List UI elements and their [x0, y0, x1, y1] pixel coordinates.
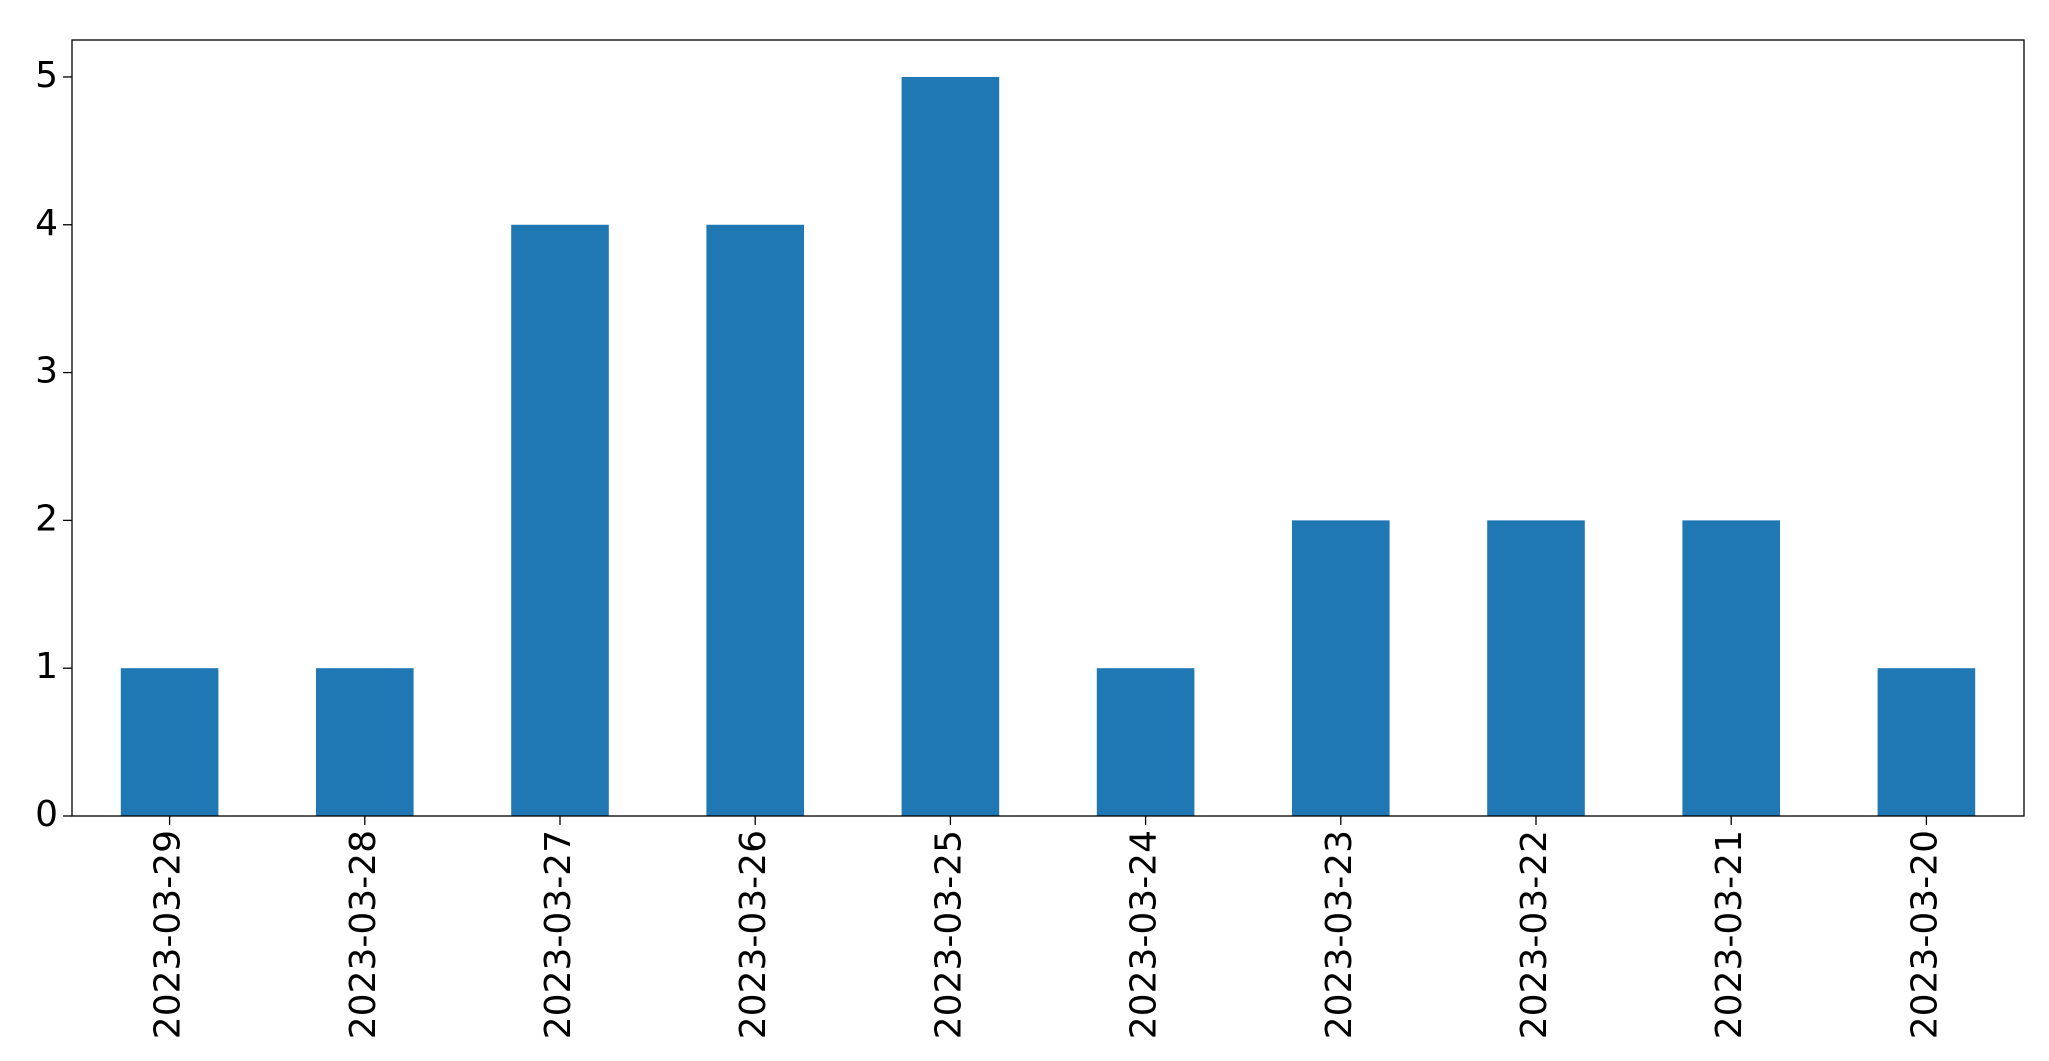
- bar: [316, 668, 414, 816]
- plot-frame: [71, 39, 2025, 817]
- bar: [706, 224, 804, 816]
- bar: [1487, 520, 1585, 816]
- bar: [1877, 668, 1976, 816]
- x-tick-label: 2023-03-23: [1319, 830, 1360, 1039]
- y-tick-label: 4: [35, 203, 58, 244]
- x-tick-label: 2023-03-29: [148, 830, 189, 1039]
- y-tick-label: 2: [35, 498, 58, 539]
- bar: [1096, 668, 1195, 816]
- x-tick-label: 2023-03-26: [733, 830, 774, 1039]
- bar: [1682, 520, 1780, 816]
- bar: [120, 668, 219, 816]
- x-tick-label: 2023-03-25: [928, 830, 969, 1039]
- bar: [1292, 520, 1390, 816]
- bar: [901, 76, 1000, 816]
- y-tick-label: 3: [35, 351, 58, 392]
- y-tick-label: 1: [35, 646, 58, 687]
- y-tick-label: 5: [35, 55, 58, 96]
- x-tick-label: 2023-03-22: [1514, 830, 1555, 1039]
- y-tick-label: 0: [35, 794, 58, 835]
- x-tick-label: 2023-03-24: [1124, 830, 1165, 1039]
- x-tick-label: 2023-03-20: [1904, 830, 1945, 1039]
- x-tick-label: 2023-03-21: [1709, 830, 1750, 1039]
- x-tick-label: 2023-03-27: [538, 830, 579, 1039]
- bar: [511, 224, 609, 816]
- x-tick-label: 2023-03-28: [343, 830, 384, 1039]
